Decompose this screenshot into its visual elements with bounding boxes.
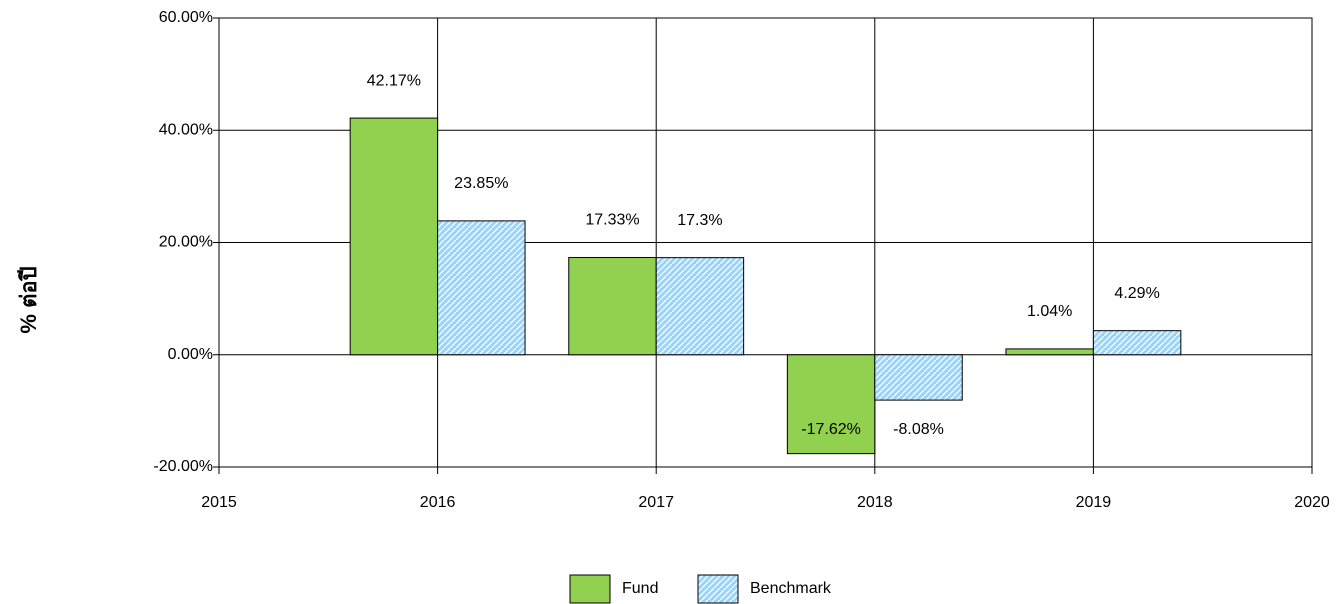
plot-border: [218, 17, 1313, 468]
bar: [1092, 330, 1182, 356]
y-axis-label: % ต่อปี: [16, 266, 41, 333]
bar: [437, 220, 526, 356]
legend-label: Fund: [622, 580, 658, 597]
y-tick-label: 20.00%: [159, 234, 213, 251]
bar: [655, 257, 745, 356]
x-tick-label: 2018: [857, 494, 893, 511]
y-tick-label: -20.00%: [153, 458, 213, 475]
x-tick-label: 2020: [1294, 494, 1330, 511]
y-tick-label: 0.00%: [168, 346, 213, 363]
bar: [786, 354, 876, 455]
data-label: 17.33%: [585, 212, 639, 229]
legend-swatch: [697, 574, 739, 604]
data-label: -17.62%: [801, 421, 861, 438]
data-label: 4.29%: [1114, 285, 1159, 302]
bar: [568, 256, 657, 356]
data-label: 23.85%: [454, 175, 508, 192]
x-tick-label: 2017: [638, 494, 674, 511]
legend-swatch: [569, 574, 611, 604]
y-tick-label: 40.00%: [159, 121, 213, 138]
data-label: 17.3%: [677, 212, 722, 229]
bar: [874, 354, 963, 401]
x-tick-label: 2016: [420, 494, 456, 511]
legend-label: Benchmark: [750, 580, 832, 597]
data-label: 42.17%: [367, 72, 421, 89]
bar: [349, 117, 439, 356]
data-label: 1.04%: [1027, 303, 1072, 320]
x-tick-label: 2015: [201, 494, 237, 511]
bar: [1005, 348, 1094, 356]
y-tick-label: 60.00%: [159, 9, 213, 26]
x-tick-label: 2019: [1076, 494, 1112, 511]
data-label: -8.08%: [893, 421, 944, 438]
